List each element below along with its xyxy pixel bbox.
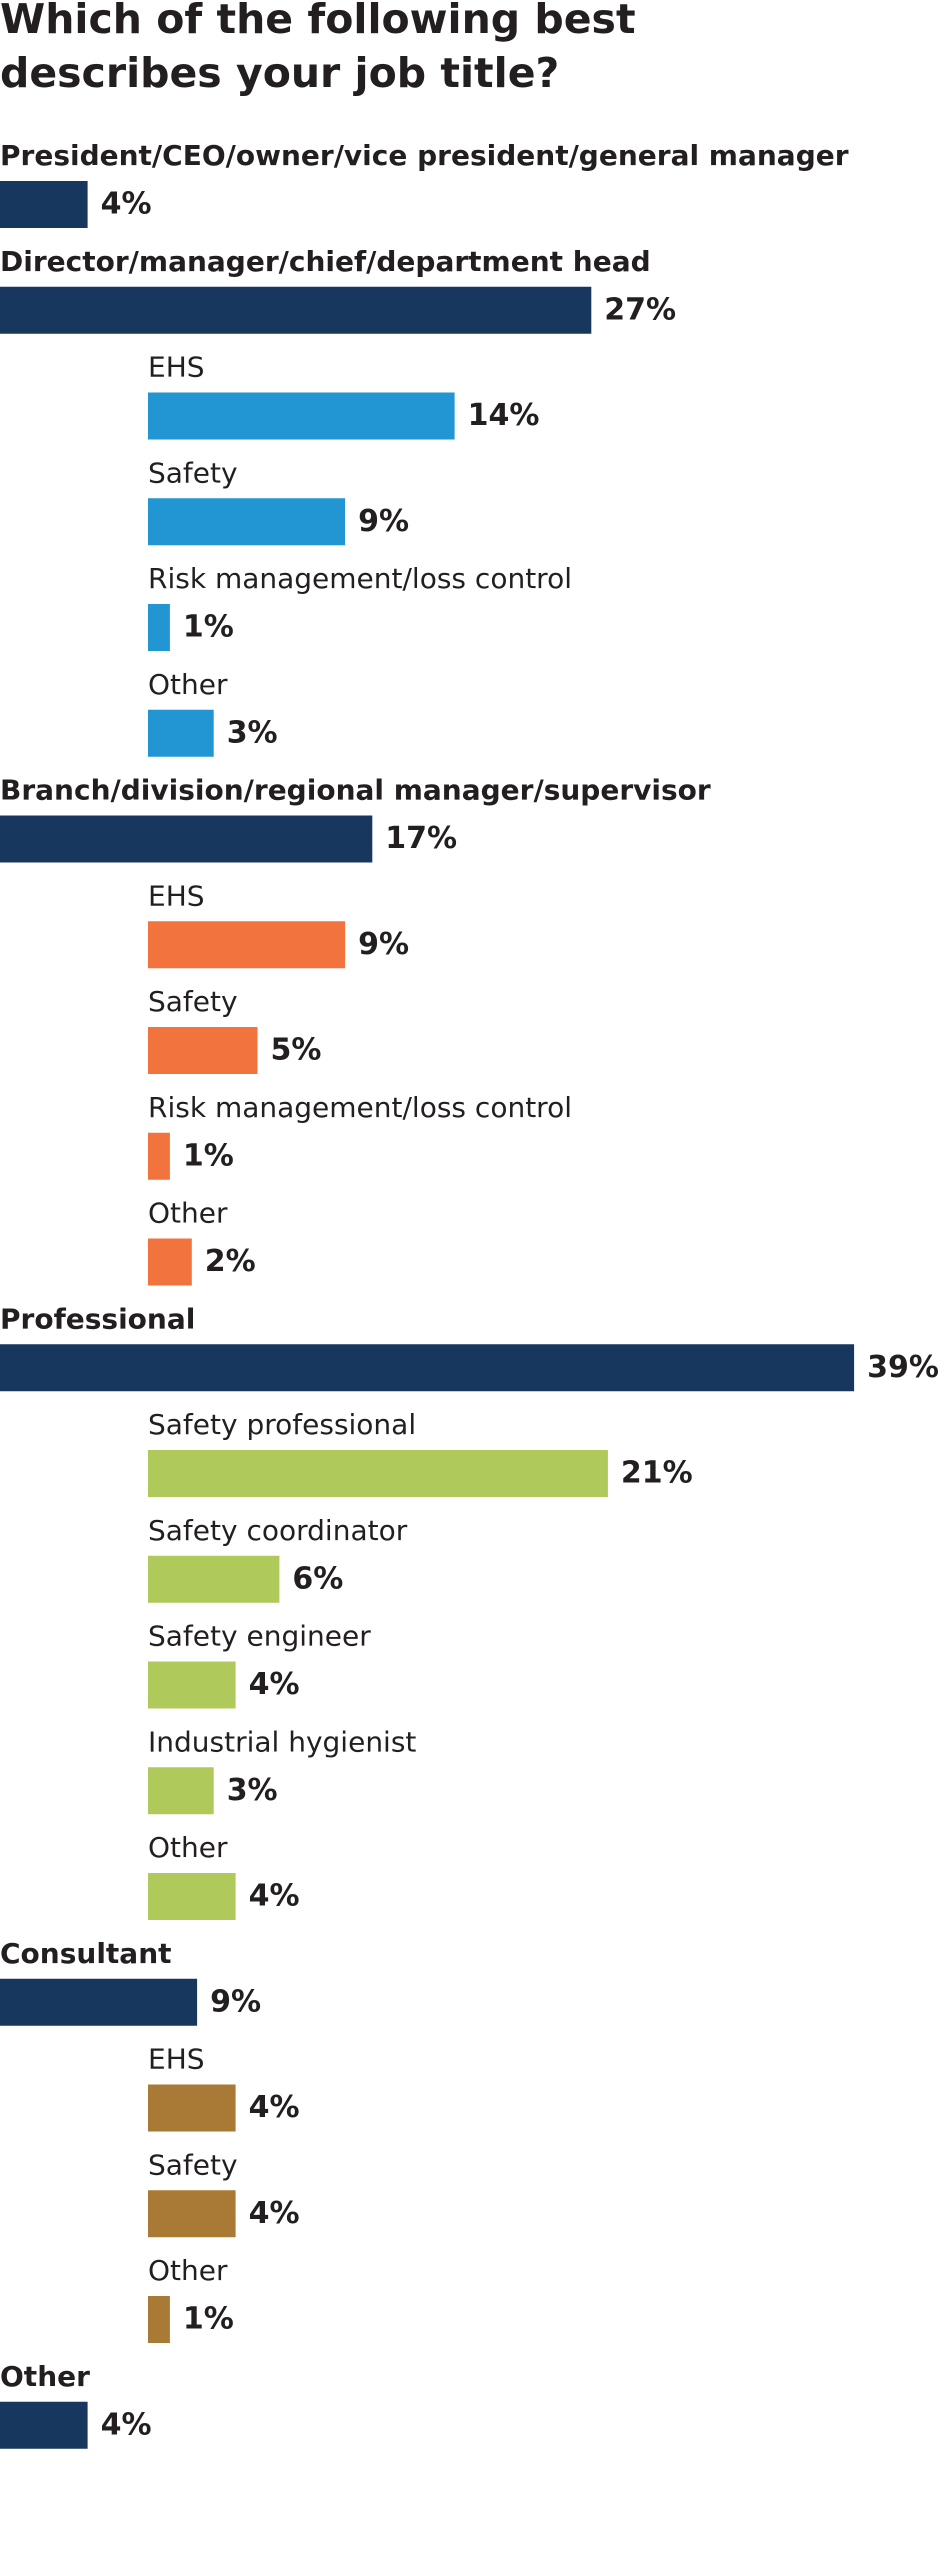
value-label: 4% (101, 187, 152, 222)
item-label: EHS (148, 879, 205, 912)
value-label: 39% (867, 1350, 939, 1385)
value-label: 1% (183, 1138, 234, 1173)
value-label: 4% (249, 1879, 300, 1914)
group-label: President/CEO/owner/vice president/gener… (0, 139, 849, 172)
value-label: 4% (101, 2407, 152, 2442)
group-label: Professional (0, 1302, 195, 1335)
bar (148, 1027, 258, 1074)
item-label: Safety (148, 456, 238, 489)
group-label: Director/manager/chief/department head (0, 245, 651, 278)
group-label: Branch/division/regional manager/supervi… (0, 774, 711, 807)
chart-title: Which of the following best describes you… (0, 0, 636, 97)
item-label: Other (148, 1831, 228, 1864)
bar (0, 2401, 88, 2449)
item-label: EHS (148, 351, 205, 384)
item-label: Risk management/loss control (148, 562, 572, 595)
value-label: 5% (271, 1033, 322, 1068)
bar (148, 1661, 236, 1709)
bar (148, 921, 346, 969)
group-label: Consultant (0, 1937, 172, 1970)
bar (148, 1450, 608, 1497)
value-label: 6% (292, 1561, 343, 1596)
bar (148, 498, 346, 546)
item-label: Other (148, 668, 228, 701)
item-label: Industrial hygienist (148, 1725, 416, 1758)
bar (148, 2190, 236, 2238)
bar (148, 1238, 192, 1286)
value-label: 2% (205, 1244, 256, 1279)
value-label: 21% (621, 1456, 693, 1491)
item-label: Risk management/loss control (148, 1091, 572, 1124)
value-label: 4% (249, 2196, 300, 2231)
value-label: 4% (249, 2090, 300, 2125)
value-label: 17% (385, 821, 457, 856)
value-label: 1% (183, 2302, 234, 2337)
value-label: 9% (358, 504, 409, 539)
bar (148, 1132, 170, 1180)
value-label: 4% (249, 1667, 300, 1702)
item-label: Safety coordinator (148, 1514, 408, 1547)
bar (148, 604, 170, 651)
bar (0, 286, 592, 334)
bar (148, 2084, 236, 2132)
value-label: 27% (604, 292, 676, 327)
group-label: Other (0, 2360, 90, 2393)
item-label: Safety professional (148, 1408, 416, 1441)
value-label: 9% (210, 1984, 261, 2019)
item-label: Safety (148, 2148, 238, 2181)
value-label: 9% (358, 927, 409, 962)
bar (0, 815, 373, 863)
bar (148, 1767, 214, 1815)
bar (148, 709, 214, 757)
bar (0, 181, 88, 228)
item-label: Safety engineer (148, 1620, 371, 1653)
value-label: 3% (227, 715, 278, 750)
value-label: 3% (227, 1773, 278, 1808)
item-label: Other (148, 2254, 228, 2287)
bar (0, 1344, 855, 1392)
item-label: Safety (148, 985, 238, 1018)
value-label: 1% (183, 610, 234, 645)
bar (148, 1873, 236, 1920)
item-label: EHS (148, 2043, 205, 2076)
value-label: 14% (468, 398, 540, 433)
item-label: Other (148, 1197, 228, 1230)
bar (148, 2296, 170, 2343)
bar (0, 1978, 198, 2026)
bar (148, 392, 455, 440)
bar (148, 1555, 280, 1603)
